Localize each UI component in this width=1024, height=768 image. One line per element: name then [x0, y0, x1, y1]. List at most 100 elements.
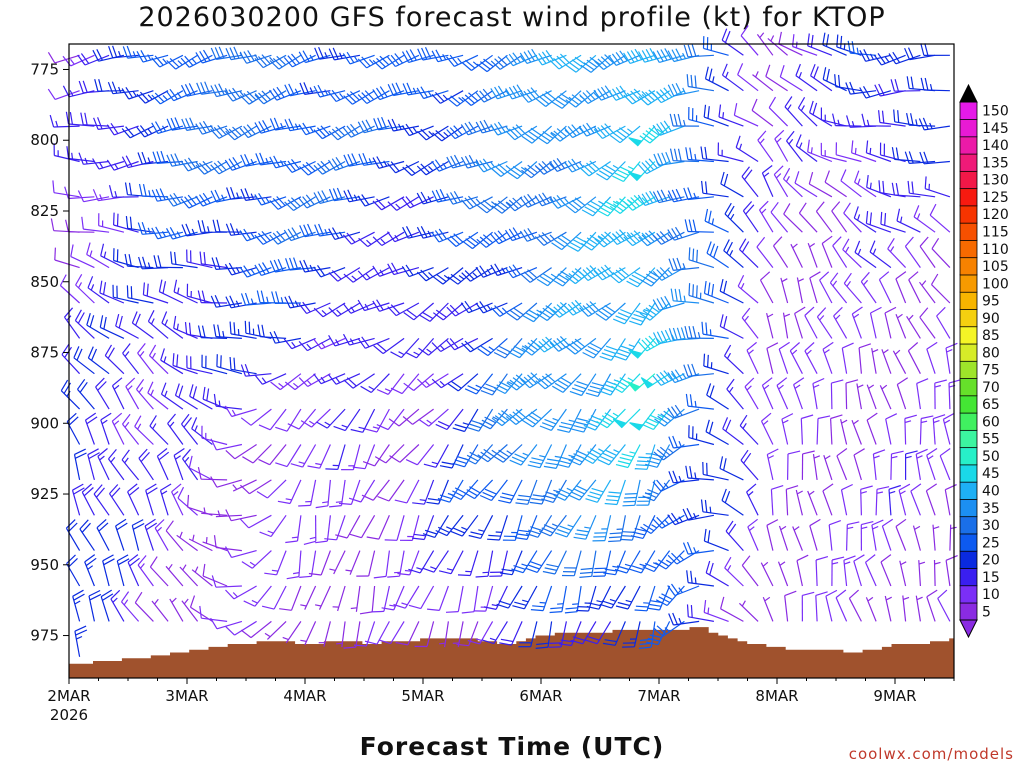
barb-half-feather: [741, 600, 746, 607]
barb-feather: [719, 314, 724, 327]
wind-barb: [766, 519, 779, 551]
barb-shaft: [83, 228, 110, 233]
wind-barb: [723, 344, 744, 375]
barb-half-feather: [881, 384, 888, 390]
barb-shaft: [765, 75, 788, 92]
barb-feather: [545, 491, 558, 496]
barb-shaft: [159, 490, 169, 516]
barb-feather: [904, 414, 917, 420]
barb-feather: [637, 341, 648, 352]
barb-shaft: [322, 125, 346, 140]
barb-feather: [170, 153, 177, 166]
barb-feather: [723, 316, 728, 329]
barb-feather: [75, 629, 88, 636]
barb-feather: [198, 162, 209, 173]
barb-feather: [96, 49, 103, 61]
barb-feather: [493, 387, 506, 395]
barb-feather: [630, 90, 640, 101]
barb-shaft: [289, 479, 302, 504]
wind-barb: [896, 377, 909, 410]
barb-feather: [487, 538, 500, 541]
credit-link[interactable]: coolwx.com/models: [848, 745, 1014, 763]
barb-feather: [589, 385, 602, 390]
barb-half-feather: [920, 420, 928, 424]
barb-shaft: [360, 514, 376, 539]
barb-half-feather: [678, 617, 682, 625]
barb-feather: [416, 192, 424, 205]
barb-shaft: [795, 145, 818, 162]
barb-feather: [612, 272, 623, 281]
barb-half-feather: [693, 547, 697, 554]
barb-half-feather: [905, 455, 912, 459]
barb-feather: [613, 382, 626, 391]
barb-feather: [288, 118, 295, 131]
barb-feather: [88, 452, 100, 460]
barb-shaft: [81, 491, 95, 516]
barb-shaft: [919, 245, 936, 268]
barb-feather: [831, 379, 844, 384]
wind-barb: [858, 343, 871, 374]
barb-feather: [480, 345, 492, 354]
wind-barb: [793, 377, 805, 410]
barb-feather: [598, 170, 611, 178]
barb-feather: [269, 118, 276, 131]
wind-barb: [148, 344, 169, 375]
barb-feather: [598, 310, 610, 319]
barb-feather: [596, 209, 609, 217]
barb-feather: [434, 230, 444, 241]
barb-feather: [426, 501, 439, 505]
barb-half-feather: [266, 296, 269, 303]
wind-barb: [468, 515, 494, 539]
barb-feather: [466, 426, 480, 432]
barb-feather: [93, 117, 99, 130]
wind-barb: [376, 408, 405, 431]
barb-shaft: [302, 444, 317, 468]
barb-half-feather: [797, 278, 804, 282]
barb-half-feather: [293, 382, 299, 388]
wind-barb: [343, 90, 375, 105]
barb-feather: [170, 117, 177, 130]
wind-barb: [493, 338, 523, 359]
barb-half-feather: [639, 563, 646, 567]
barb-feather: [645, 130, 657, 139]
wind-barb: [216, 354, 243, 375]
barb-feather: [538, 193, 547, 205]
wind-barb: [125, 377, 140, 410]
barb-shaft: [879, 121, 906, 127]
barb-feather: [169, 88, 178, 100]
barb-feather: [468, 121, 477, 133]
wind-barb: [686, 570, 714, 587]
wind-barb: [285, 515, 302, 544]
barb-shaft: [824, 181, 847, 198]
wind-barb: [439, 621, 449, 648]
barb-feather: [847, 521, 860, 526]
barb-half-feather: [522, 599, 529, 603]
barb-shaft: [825, 595, 833, 622]
x-tick-label: 4MAR: [283, 687, 326, 705]
barb-feather: [390, 304, 401, 315]
barb-half-feather: [169, 421, 175, 428]
barb-shaft: [937, 598, 951, 622]
barb-feather: [258, 424, 271, 431]
barb-feather: [565, 275, 576, 285]
barb-feather: [656, 232, 666, 243]
wind-barb: [612, 408, 641, 429]
barb-feather: [199, 194, 208, 206]
wind-barb: [549, 585, 567, 614]
barb-half-feather: [176, 92, 182, 98]
barb-half-feather: [84, 157, 88, 165]
barb-feather: [357, 299, 366, 311]
barb-feather: [894, 79, 899, 92]
barb-feather: [264, 572, 277, 576]
barb-feather: [92, 49, 100, 62]
barb-feather: [557, 428, 570, 433]
barb-feather: [776, 377, 788, 386]
barb-half-feather: [309, 54, 314, 61]
barb-half-feather: [112, 597, 118, 603]
barb-shaft: [830, 418, 833, 445]
barb-feather: [125, 216, 129, 229]
wind-barb: [186, 355, 213, 375]
barb-feather: [600, 56, 611, 66]
barb-feather: [571, 124, 581, 135]
barb-half-feather: [612, 200, 619, 205]
